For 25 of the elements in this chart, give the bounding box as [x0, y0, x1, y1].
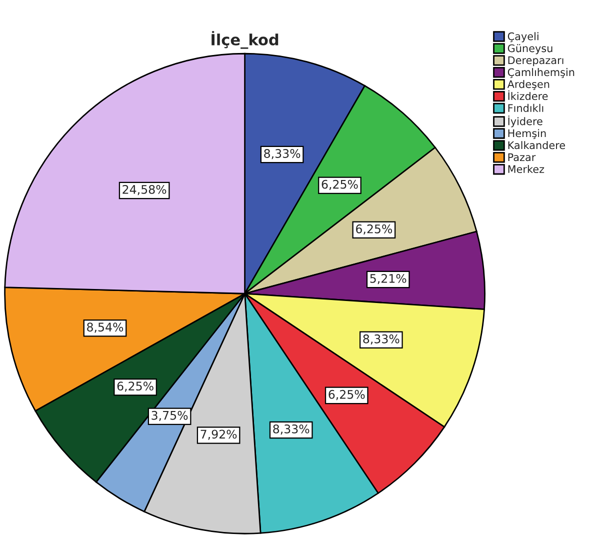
- legend-label: Kalkandere: [508, 141, 565, 150]
- data-label: 24,58%: [122, 184, 166, 196]
- data-label: 8,33%: [273, 424, 310, 435]
- legend-label: İkizdere: [508, 90, 548, 100]
- legend-label: Çamlıhemşin: [508, 68, 574, 78]
- data-label: 6,25%: [322, 180, 358, 190]
- legend-label: Merkez: [508, 164, 544, 174]
- legend-label: Pazar: [508, 153, 536, 162]
- legend-label: Güneysu: [508, 44, 552, 54]
- data-label: 8,33%: [363, 334, 400, 345]
- chart-title: İlçe_kod: [212, 31, 278, 49]
- data-label: 8,54%: [87, 322, 124, 333]
- data-label: 8,33%: [264, 149, 300, 160]
- data-label: 3,75%: [152, 410, 188, 422]
- data-label: 5,21%: [370, 274, 406, 284]
- legend-label: Hemşin: [508, 129, 546, 140]
- data-label: 6,25%: [356, 224, 392, 235]
- legend-label: Derepazarı: [508, 56, 564, 66]
- legend-label: İyidere: [508, 116, 542, 128]
- data-label: 7,92%: [200, 430, 237, 440]
- data-label: 6,25%: [117, 382, 154, 392]
- legend-label: Çayeli: [508, 32, 538, 42]
- legend-label: Ardeşen: [507, 80, 550, 90]
- legend-label: Fındıklı: [508, 104, 544, 112]
- data-label: 6,25%: [328, 390, 365, 400]
